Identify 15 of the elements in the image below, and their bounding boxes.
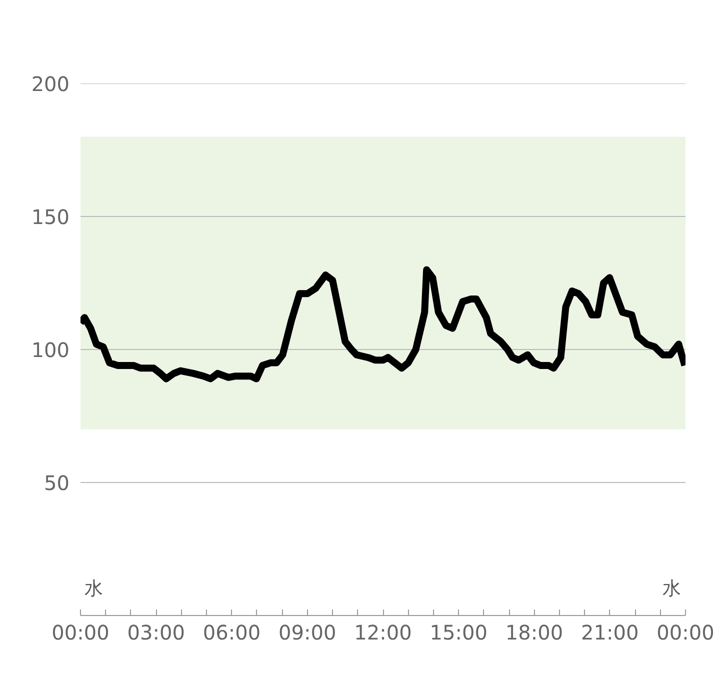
x-tick-label: 12:00	[354, 620, 412, 644]
x-tick-label: 15:00	[430, 620, 488, 644]
x-tick-label: 00:00	[52, 620, 110, 644]
x-tick-label: 09:00	[278, 620, 336, 644]
y-tick-label: 150	[31, 205, 70, 229]
x-tick-label: 06:00	[202, 620, 261, 644]
x-tick-label: 03:00	[127, 620, 185, 644]
x-tick-label: 00:00	[656, 620, 714, 644]
annotation: 水	[84, 578, 104, 600]
y-tick-label: 200	[31, 72, 70, 96]
y-tick-label: 100	[31, 338, 70, 362]
y-tick-label: 50	[44, 471, 70, 495]
annotation: 水	[662, 578, 682, 600]
x-tick-label: 18:00	[505, 620, 564, 644]
x-tick-label: 21:00	[581, 620, 639, 644]
